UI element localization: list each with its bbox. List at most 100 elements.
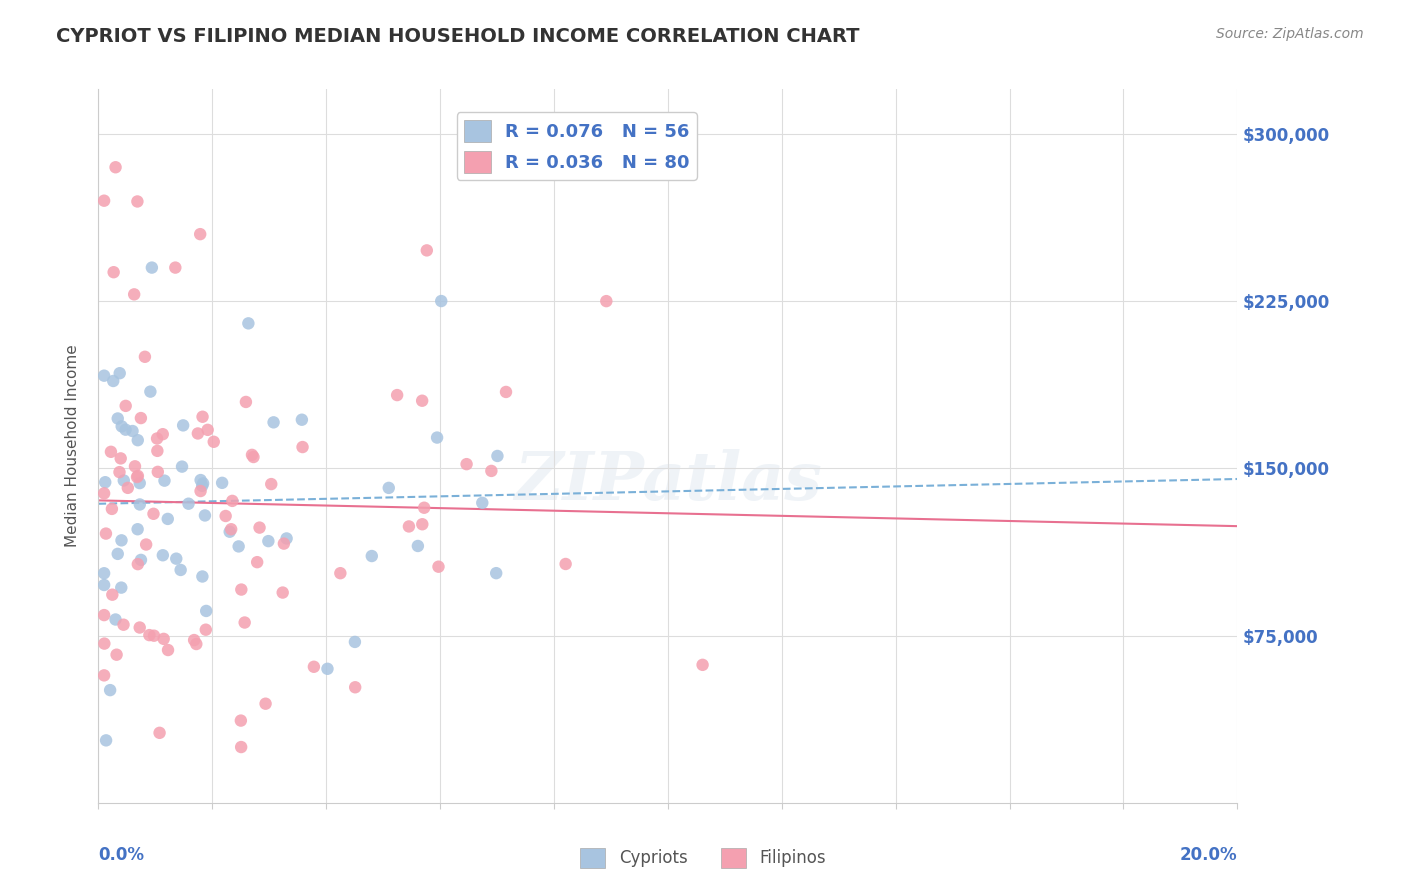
Point [385, 388, 408, 402]
Point [214, 508, 236, 523]
Point [191, 479, 214, 493]
Point [202, 434, 225, 449]
Y-axis label: Median Household Income: Median Household Income [65, 344, 80, 548]
Point [235, 395, 257, 409]
Point [146, 465, 169, 479]
Legend: R = 0.076   N = 56, R = 0.036   N = 80: R = 0.076 N = 56, R = 0.036 N = 80 [457, 112, 697, 180]
Point [152, 427, 174, 442]
Point [197, 423, 219, 437]
Point [246, 555, 269, 569]
Point [190, 483, 212, 498]
Point [152, 632, 174, 646]
Point [134, 350, 156, 364]
Point [128, 476, 150, 491]
Point [93, 637, 115, 651]
Point [187, 426, 209, 441]
Point [108, 465, 131, 479]
Point [165, 260, 187, 275]
Point [128, 498, 150, 512]
Point [170, 459, 193, 474]
Point [103, 374, 125, 388]
Point [413, 500, 436, 515]
Text: Source: ZipAtlas.com: Source: ZipAtlas.com [1216, 27, 1364, 41]
Point [430, 293, 453, 308]
Point [93, 194, 115, 208]
Point [93, 578, 115, 592]
Point [139, 384, 162, 399]
Point [190, 473, 212, 487]
Point [105, 648, 128, 662]
Point [148, 726, 170, 740]
Point [188, 227, 211, 241]
Point [378, 481, 401, 495]
Point [146, 432, 169, 446]
Point [183, 633, 205, 648]
Point [249, 520, 271, 534]
Point [110, 451, 132, 466]
Point [242, 450, 264, 464]
Point [177, 497, 200, 511]
Point [195, 604, 218, 618]
Point [94, 475, 117, 490]
Point [186, 637, 208, 651]
Point [360, 549, 382, 563]
Point [98, 683, 121, 698]
Point [104, 160, 127, 174]
Point [146, 443, 169, 458]
Point [218, 524, 240, 539]
Point [93, 608, 115, 623]
Point [471, 496, 494, 510]
Point [127, 433, 149, 447]
Point [141, 260, 163, 275]
Point [93, 368, 115, 383]
Point [302, 660, 325, 674]
Point [114, 399, 136, 413]
Point [273, 536, 295, 550]
Point [165, 551, 187, 566]
Point [156, 512, 179, 526]
Point [254, 697, 277, 711]
Point [398, 519, 420, 533]
Point [169, 563, 191, 577]
Point [111, 419, 134, 434]
Point [238, 316, 260, 330]
Point [143, 629, 166, 643]
Point [257, 534, 280, 549]
Point [122, 287, 145, 301]
Point [128, 621, 150, 635]
Point [101, 502, 124, 516]
Point [291, 440, 314, 454]
Point [406, 539, 429, 553]
Point [108, 366, 131, 380]
Point [129, 411, 152, 425]
Point [263, 415, 285, 429]
Point [114, 423, 136, 437]
Point [93, 486, 115, 500]
Point [219, 522, 242, 536]
Point [343, 635, 366, 649]
Point [127, 557, 149, 571]
Point [271, 585, 294, 599]
Point [344, 680, 367, 694]
Point [495, 384, 517, 399]
Point [229, 714, 252, 728]
Point [221, 494, 243, 508]
Point [110, 533, 132, 548]
Point [456, 457, 478, 471]
Point [93, 668, 115, 682]
Point [595, 294, 617, 309]
Point [152, 548, 174, 562]
Point [157, 643, 180, 657]
Point [231, 740, 253, 755]
Point [129, 553, 152, 567]
Point [100, 445, 122, 459]
Point [329, 566, 352, 581]
Text: CYPRIOT VS FILIPINO MEDIAN HOUSEHOLD INCOME CORRELATION CHART: CYPRIOT VS FILIPINO MEDIAN HOUSEHOLD INC… [56, 27, 859, 45]
Point [125, 470, 148, 484]
Point [485, 566, 508, 581]
Point [291, 413, 314, 427]
Point [127, 469, 149, 483]
Point [228, 540, 250, 554]
Point [110, 581, 132, 595]
Point [194, 508, 217, 523]
